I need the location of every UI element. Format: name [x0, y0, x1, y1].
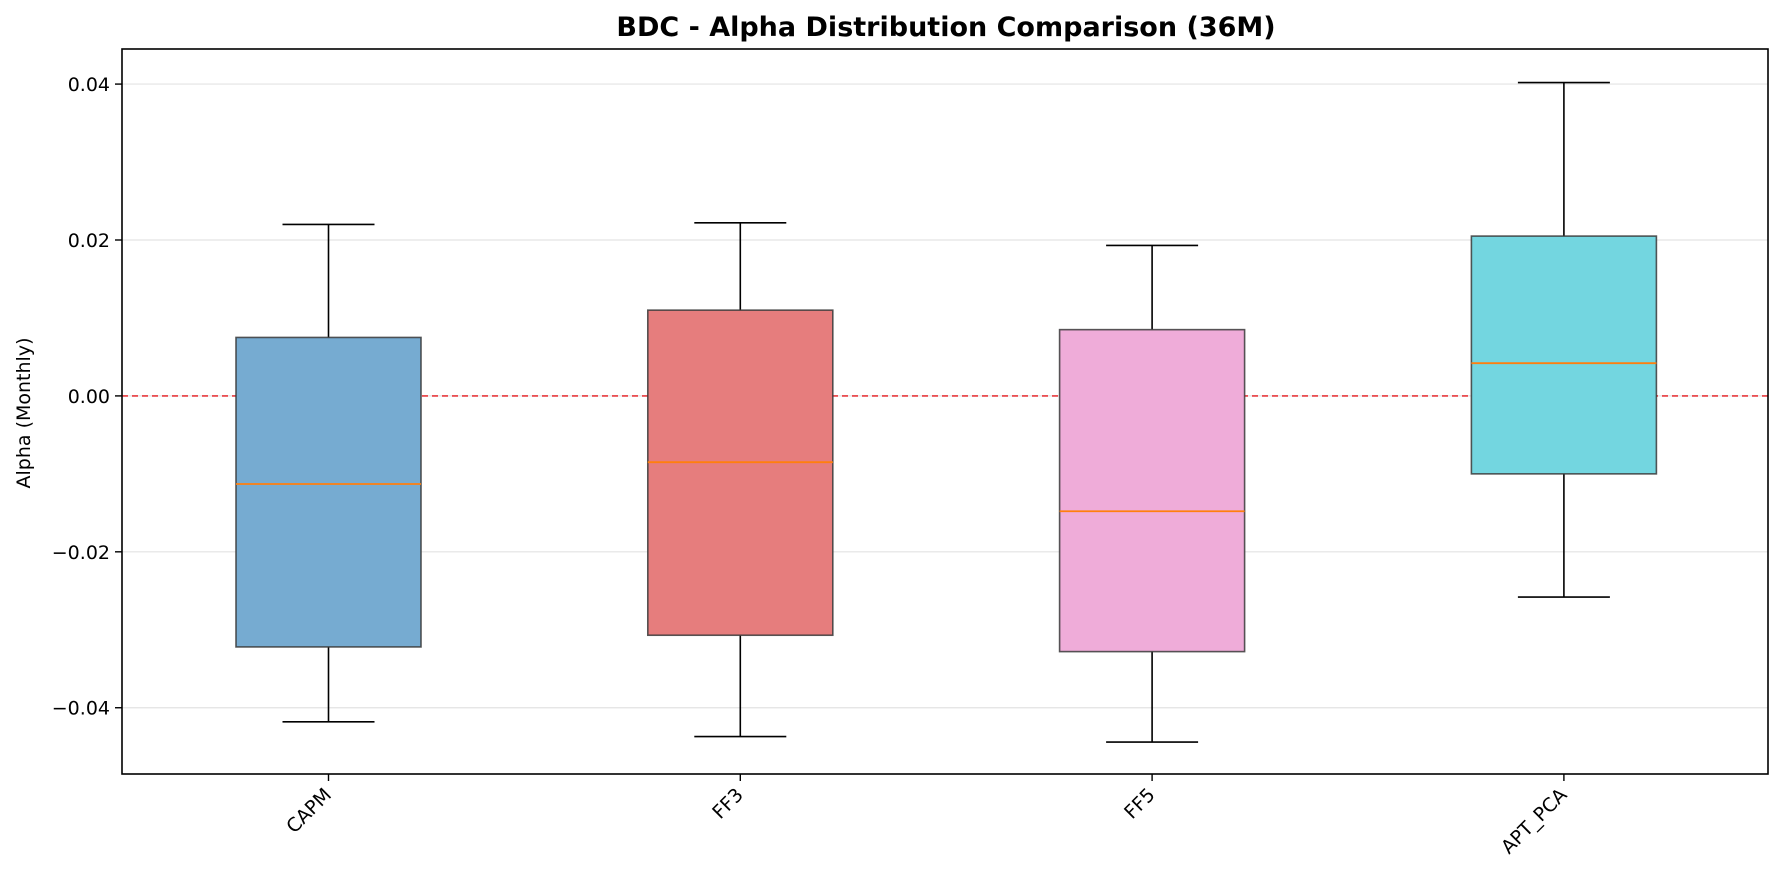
iqr-box	[1058, 328, 1246, 653]
x-tick-label: CAPM	[282, 784, 336, 838]
box-capm	[235, 223, 422, 723]
plot-frame	[121, 48, 1769, 775]
x-tick-label: FF3	[708, 784, 748, 824]
y-tick-label: 0.02	[68, 230, 110, 252]
boxes-group	[235, 81, 1658, 743]
y-tick-label: 0.00	[68, 386, 110, 408]
iqr-box	[1470, 235, 1658, 475]
iqr-box	[646, 309, 834, 637]
iqr-box	[235, 336, 422, 648]
chart-title: BDC - Alpha Distribution Comparison (36M…	[616, 12, 1275, 43]
box-apt-pca	[1470, 81, 1658, 598]
x-tick-label: FF5	[1120, 784, 1160, 824]
y-tick-label: −0.02	[52, 542, 110, 564]
x-tick-label: APT_PCA	[1497, 784, 1571, 858]
y-tick-label: 0.04	[68, 74, 110, 96]
y-axis-label: Alpha (Monthly)	[13, 338, 35, 489]
y-tick-label: −0.04	[52, 698, 110, 720]
box-ff3	[646, 222, 834, 738]
box-ff5	[1058, 244, 1246, 743]
